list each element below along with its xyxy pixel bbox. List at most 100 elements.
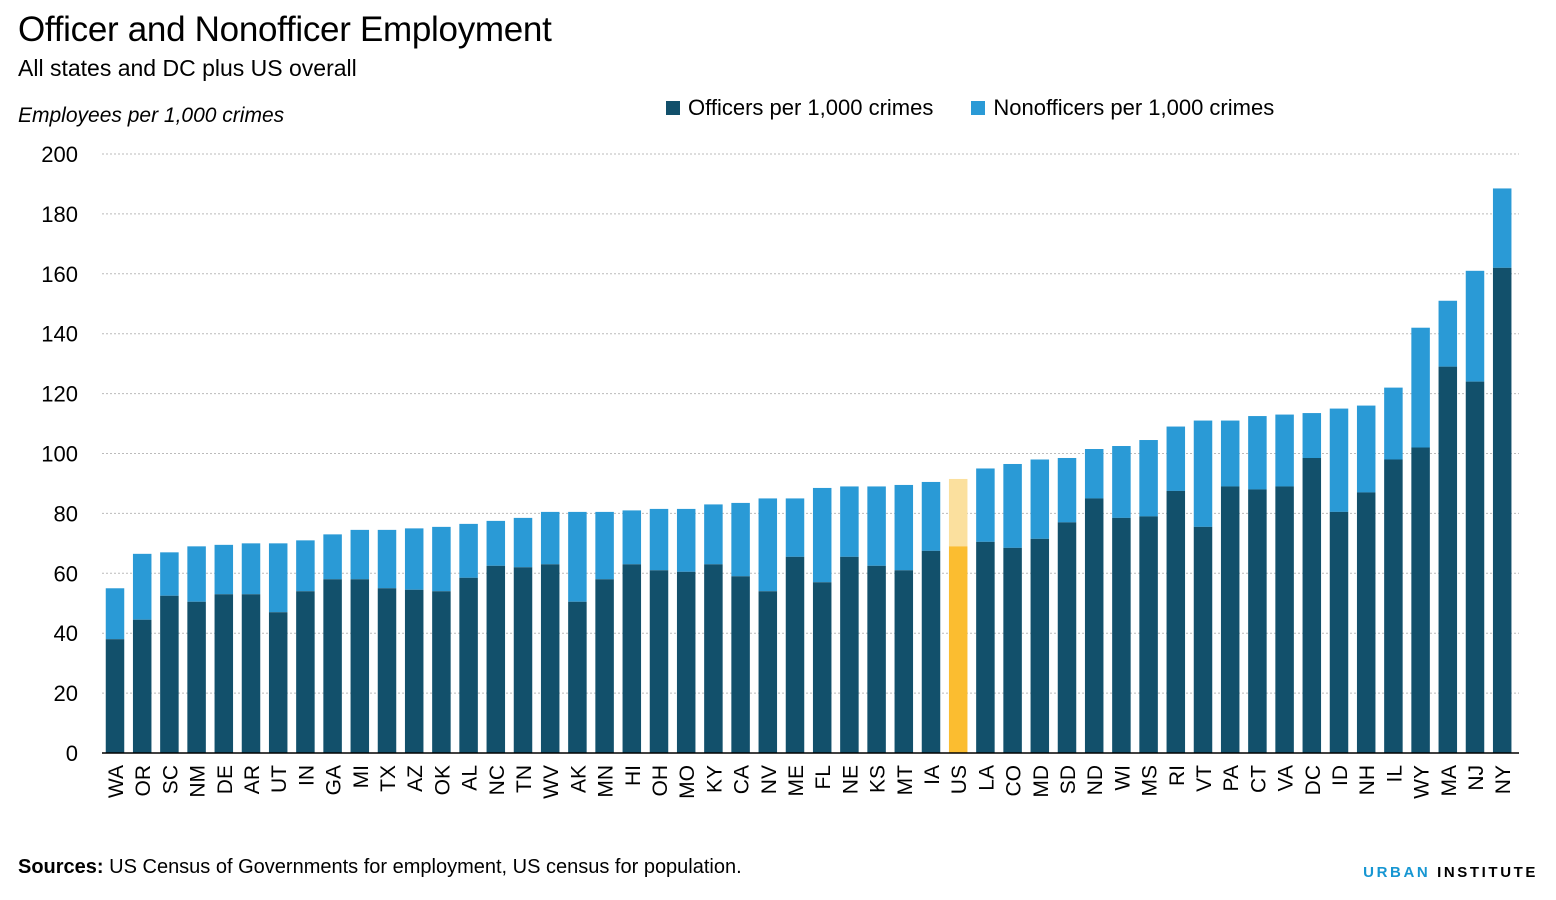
y-tick-label: 80 [54,501,78,526]
bar-officers-WY [1411,447,1430,753]
x-tick-label: NC [486,765,509,795]
bar-nonofficers-AZ [404,528,424,590]
x-tick-label: GA [323,765,346,795]
bar-nonofficers-TX [377,529,397,589]
x-tick-label: AZ [404,765,427,792]
bar-nonofficers-IL [1384,387,1403,460]
x-tick-label: VT [1193,765,1216,792]
bar-nonofficers-RI [1166,426,1186,491]
y-tick-label: 100 [41,442,78,467]
bar-nonofficers-ME [785,498,805,557]
brand-part2: INSTITUTE [1437,864,1538,881]
bar-officers-ME [785,556,805,753]
x-tick-label: CT [1247,765,1270,793]
brand-part1: URBAN [1363,864,1431,881]
bar-nonofficers-NY [1492,188,1512,268]
bar-nonofficers-KY [704,504,723,565]
bar-officers-NJ [1465,381,1485,753]
bar-officers-RI [1166,490,1186,753]
bar-nonofficers-OR [132,553,152,620]
bar-nonofficers-MT [894,484,914,571]
x-tick-label: FL [812,765,835,790]
bar-nonofficers-VA [1275,414,1294,487]
bar-nonofficers-CA [731,502,750,577]
x-tick-label: KS [867,765,890,793]
source-note: Sources: US Census of Governments for em… [18,856,742,879]
bar-officers-MS [1139,516,1158,753]
x-tick-label: MS [1139,765,1162,797]
x-tick-label: VA [1275,765,1298,791]
x-tick-label: ND [1084,765,1107,795]
bar-officers-AR [241,594,261,753]
bar-officers-OH [649,570,669,753]
x-tick-label: OK [431,765,454,795]
bar-officers-AZ [404,589,424,753]
y-tick-label: 40 [54,621,78,646]
bar-nonofficers-IA [921,481,941,551]
x-tick-label: SC [159,765,182,794]
x-tick-label: SD [1057,765,1080,794]
x-tick-label: PA [1220,765,1243,791]
x-tick-label: NE [839,765,862,794]
legend-item-officers: Officers per 1,000 crimes [666,95,933,121]
x-tick-label: LA [975,765,998,791]
x-tick-label: NH [1356,765,1379,795]
legend-label-nonofficers: Nonofficers per 1,000 crimes [993,95,1275,120]
x-tick-label: US [948,765,971,794]
x-tick-label: RI [1166,765,1189,786]
bar-officers-MN [595,579,614,753]
bar-officers-KS [867,565,886,753]
bar-nonofficers-MN [595,511,614,580]
bar-nonofficers-CO [1003,463,1022,548]
bar-officers-LA [976,541,995,753]
bar-officers-NH [1356,492,1376,753]
bar-nonofficers-NM [187,546,206,602]
x-tick-label: MI [350,765,373,788]
bar-officers-IL [1384,459,1403,753]
bar-nonofficers-DE [214,544,234,595]
bar-nonofficers-MI [350,529,370,580]
bar-nonofficers-MS [1139,440,1158,517]
x-tick-label: AR [241,765,264,794]
bar-nonofficers-FL [812,487,832,583]
bar-officers-SD [1057,522,1077,753]
bar-officers-ND [1084,498,1104,753]
bar-officers-AK [568,601,587,753]
bar-nonofficers-KS [867,486,886,566]
y-axis-label: Employees per 1,000 crimes [18,104,285,127]
bar-officers-VT [1193,526,1213,753]
bar-officers-TX [377,588,397,753]
x-tick-label: DE [214,765,237,794]
x-tick-label: CO [1003,765,1026,797]
bar-nonofficers-MA [1438,300,1458,367]
bar-officers-NE [840,556,859,753]
x-tick-label: MA [1438,765,1461,797]
x-tick-label: NJ [1465,765,1488,791]
bar-officers-DC [1302,457,1322,753]
y-tick-label: 20 [54,681,78,706]
bar-officers-CO [1003,547,1022,753]
y-tick-label: 120 [41,382,78,407]
bar-officers-NC [486,565,506,753]
x-tick-label: TN [513,765,536,793]
x-tick-label: DC [1302,765,1325,795]
bar-officers-OR [132,619,152,753]
bar-nonofficers-VT [1193,420,1213,527]
bar-officers-WV [540,564,560,753]
x-tick-label: CA [731,765,754,794]
bar-officers-HI [622,564,642,753]
x-tick-label: IN [295,765,318,786]
bar-officers-IA [921,550,941,753]
bar-nonofficers-MD [1030,459,1050,539]
x-tick-label: HI [622,765,645,786]
bar-officers-WA [105,639,125,753]
y-tick-label: 180 [41,202,78,227]
bar-officers-NM [187,601,206,753]
legend-swatch-nonofficers [971,101,986,115]
bar-officers-AL [459,577,478,753]
x-tick-label: WY [1411,765,1434,799]
legend-swatch-officers [666,101,680,115]
chart-subtitle: All states and DC plus US overall [18,55,357,81]
x-tick-label: KY [703,765,726,793]
bar-officers-GA [323,579,342,753]
